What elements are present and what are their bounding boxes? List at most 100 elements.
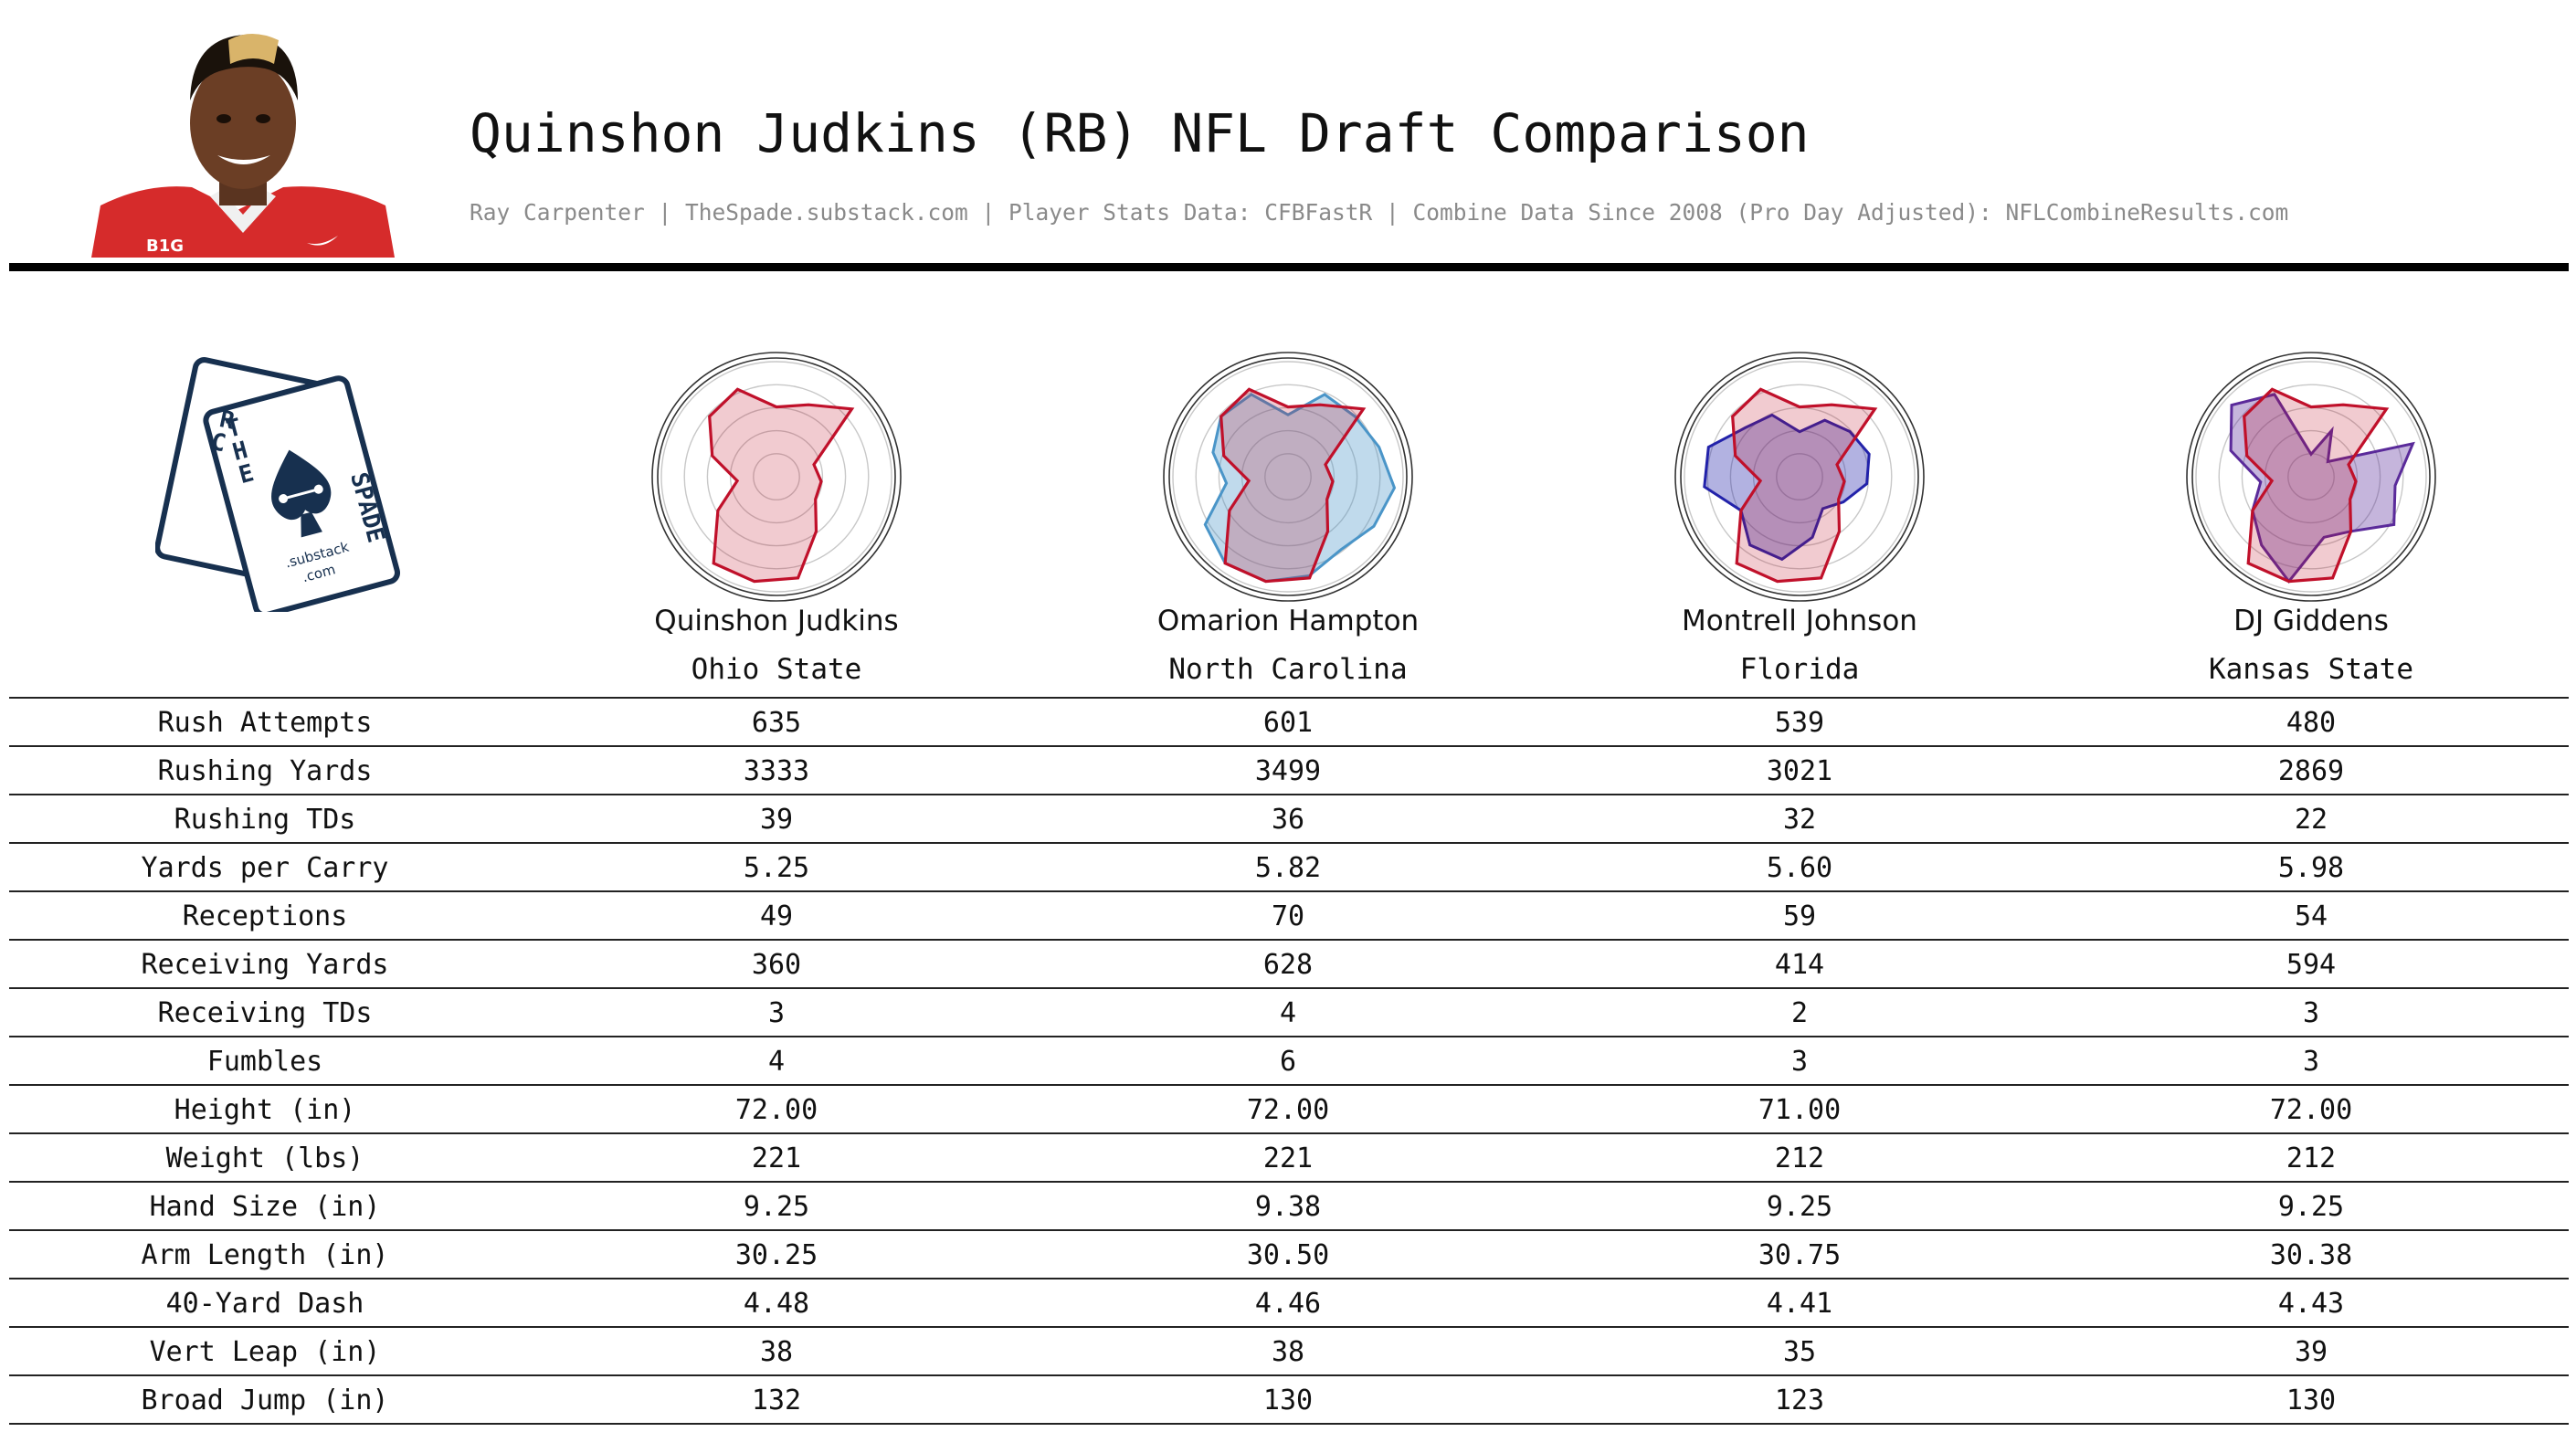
stat-value: 132 [751,1385,802,1416]
stat-value: 628 [1262,949,1314,981]
stat-value: 5.82 [1254,852,1322,884]
stat-label: Height (in) [174,1094,356,1126]
player-school: Ohio State [691,653,862,686]
table-divider [9,1423,2569,1425]
radar-grid-ring [2264,429,2359,524]
stat-value: 4 [1279,997,1297,1029]
radar-grid-ring [1706,384,1893,570]
stat-value: 635 [751,707,802,739]
radar-grid-ring [660,361,892,593]
table-divider [9,842,2569,844]
stat-value: 3 [767,997,786,1029]
stat-value: 360 [751,949,802,981]
table-divider [9,1278,2569,1279]
stat-label: Receiving Yards [141,949,389,981]
radar-grid-ring [753,453,800,500]
stat-value: 6 [1279,1046,1297,1078]
page-title: Quinshon Judkins (RB) NFL Draft Comparis… [470,102,1810,164]
radar-series-montrell-johnson [1703,413,1871,562]
stat-value: 539 [1774,707,1825,739]
stat-value: 3499 [1254,755,1322,787]
stat-value: 30.75 [1758,1239,1842,1271]
stat-value: 3 [2302,997,2320,1029]
stat-value: 38 [759,1336,794,1368]
stat-value: 3 [2302,1046,2320,1078]
stat-value: 5.98 [2277,852,2345,884]
page-subtitle: Ray Carpenter | TheSpade.substack.com | … [470,199,2289,226]
radar-svg [651,352,2436,602]
radar-series-quinshon-judkins [2243,387,2390,584]
player-name: Omarion Hampton [1156,605,1420,637]
radar-chart-3 [1674,352,1925,602]
player-school: Florida [1739,653,1860,686]
table-divider [9,794,2569,795]
player-name: DJ Giddens [2233,605,2389,637]
radar-grid-ring [683,384,870,570]
stat-value: 9.25 [743,1191,810,1223]
radar-grid-ring [2195,361,2427,593]
stat-value: 70 [1271,900,1305,932]
table-divider [9,890,2569,892]
table-divider [9,1132,2569,1134]
stat-value: 38 [1271,1336,1305,1368]
stat-value: 22 [2294,804,2328,836]
stat-value: 9.25 [2277,1191,2345,1223]
stat-value: 221 [1262,1142,1314,1174]
stat-label: Fumbles [206,1046,323,1078]
stat-label: Receiving TDs [157,997,373,1029]
stat-value: 212 [2286,1142,2337,1174]
table-divider [9,939,2569,941]
stat-value: 39 [2294,1336,2328,1368]
stat-value: 35 [1782,1336,1817,1368]
stat-value: 3333 [743,755,810,787]
stat-value: 30.25 [734,1239,818,1271]
stat-value: 2 [1790,997,1809,1029]
stat-value: 49 [759,900,794,932]
radar-outer-ring [1168,357,1408,596]
radar-grid-ring [1684,361,1916,593]
stat-value: 221 [751,1142,802,1174]
stat-value: 4 [767,1046,786,1078]
stat-value: 32 [1782,804,1817,836]
svg-text:H: H [230,437,251,467]
radar-grid-ring [1776,453,1823,500]
radar-chart-1 [651,352,902,602]
stat-value: 54 [2294,900,2328,932]
player-name: Montrell Johnson [1682,605,1917,637]
radar-series-dj-giddens [2229,393,2415,584]
stat-value: 4.41 [1766,1288,1833,1320]
radar-series-quinshon-judkins [1219,387,1367,584]
stat-label: 40-Yard Dash [165,1288,364,1320]
table-divider [9,1374,2569,1376]
stat-value: 3 [1790,1046,1809,1078]
stat-value: 72.00 [2269,1094,2353,1126]
stat-value: 5.60 [1766,852,1833,884]
stat-label: Yards per Carry [141,852,389,884]
stat-value: 414 [1774,949,1825,981]
stat-value: 9.38 [1254,1191,1322,1223]
stat-value: 9.25 [1766,1191,1833,1223]
radar-grid-ring [1172,361,1404,593]
stat-value: 71.00 [1758,1094,1842,1126]
player-school: Kansas State [2209,653,2413,686]
table-divider [9,1084,2569,1086]
radar-chart-2 [1163,352,1413,602]
radar-outer-ring [2191,357,2431,596]
radar-grid-ring [1240,429,1336,524]
table-divider [9,1036,2569,1037]
stat-value: 2869 [2277,755,2345,787]
radar-chart-4 [2186,352,2436,602]
stat-label: Broad Jump (in) [141,1385,389,1416]
svg-text:T: T [224,414,245,444]
stat-label: Rush Attempts [157,707,373,739]
stat-value: 212 [1774,1142,1825,1174]
stat-label: Arm Length (in) [141,1239,389,1271]
the-spade-logo: .substack .com R C T H E SPADE [154,347,402,618]
radar-grid-ring [1195,384,1381,570]
stat-label: Hand Size (in) [149,1191,381,1223]
table-divider [9,987,2569,989]
radar-series-quinshon-judkins [708,387,855,584]
table-divider [9,1326,2569,1328]
player-headshot: B1G [91,27,395,258]
stat-value: 4.48 [743,1288,810,1320]
